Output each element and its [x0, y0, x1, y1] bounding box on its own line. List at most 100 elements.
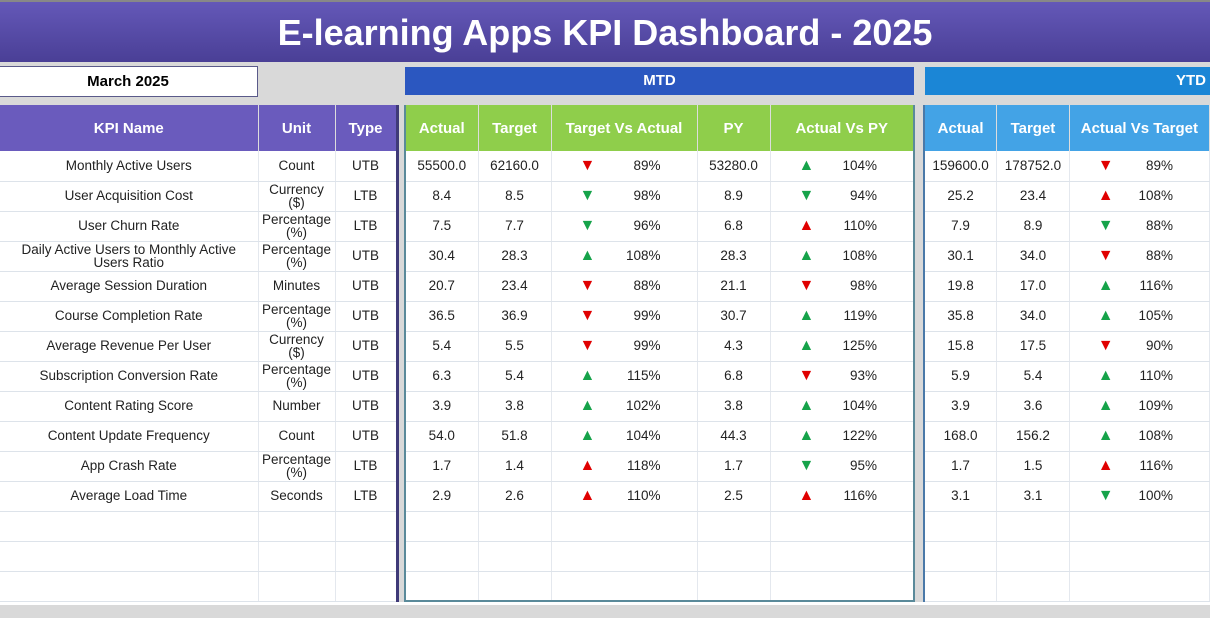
header-mtd-actual: Actual [405, 105, 479, 151]
py: 2.5 [697, 481, 771, 512]
header-actual-vs-target: Actual Vs Target [1069, 105, 1210, 151]
empty-row [924, 541, 1210, 572]
ytd-target: 5.4 [996, 361, 1070, 392]
ytd-actual: 159600.0 [924, 151, 998, 182]
arrow-up-icon: ▲ [798, 156, 815, 174]
table-row: Subscription Conversion Rate Percentage (… [0, 361, 398, 392]
target-vs-actual-percent: 115% [626, 368, 661, 383]
actual-vs-target-percent: 110% [1139, 368, 1173, 383]
arrow-down-icon: ▼ [1097, 487, 1114, 504]
header-kpi-name: KPI Name [0, 105, 259, 151]
actual-vs-py-percent: 108% [842, 248, 877, 263]
target-vs-actual: ▼ 99% [551, 331, 698, 362]
actual-vs-target: ▼ 100% [1069, 481, 1210, 512]
mtd-actual: 20.7 [405, 271, 479, 302]
mtd-actual: 36.5 [405, 301, 479, 332]
empty-cell [1069, 511, 1210, 542]
actual-vs-py: ▲ 104% [770, 151, 915, 182]
py: 6.8 [697, 211, 771, 242]
actual-vs-py-percent: 95% [849, 458, 877, 473]
actual-vs-py: ▲ 104% [770, 391, 915, 422]
mtd-target: 28.3 [478, 241, 552, 272]
ytd-target: 3.1 [996, 481, 1070, 512]
py: 3.8 [697, 391, 771, 422]
actual-vs-target: ▼ 88% [1069, 211, 1210, 242]
unit: Currency ($) [258, 181, 336, 212]
actual-vs-py-wrap: ▲ 110% [773, 218, 912, 234]
unit: Count [258, 421, 336, 452]
kpi-name: Course Completion Rate [0, 301, 259, 332]
actual-vs-py-wrap: ▲ 122% [773, 428, 912, 444]
unit: Seconds [258, 481, 336, 512]
header-type: Type [335, 105, 398, 151]
actual-vs-target-percent: 88% [1145, 218, 1173, 233]
actual-vs-target-percent: 116% [1139, 278, 1173, 293]
actual-vs-py-percent: 104% [842, 398, 877, 413]
table-row: 19.8 17.0 ▲ 116% [924, 271, 1210, 302]
target-vs-actual: ▼ 98% [551, 181, 698, 212]
table-row: 30.1 34.0 ▼ 88% [924, 241, 1210, 272]
actual-vs-py-percent: 125% [842, 338, 877, 353]
month-selector[interactable]: March 2025 [0, 66, 258, 97]
header-unit: Unit [258, 105, 336, 151]
empty-cell [697, 571, 771, 602]
actual-vs-target-wrap: ▼ 88% [1072, 218, 1207, 234]
mtd-target: 1.4 [478, 451, 552, 482]
ytd-actual: 3.9 [924, 391, 998, 422]
type: LTB [335, 181, 398, 212]
empty-cell [996, 541, 1070, 572]
kpi-name: Monthly Active Users [0, 151, 259, 182]
actual-vs-py-wrap: ▲ 119% [773, 308, 912, 324]
table-row: Monthly Active Users Count UTB [0, 151, 398, 182]
target-vs-actual-wrap: ▼ 89% [554, 157, 695, 174]
empty-cell [1069, 571, 1210, 602]
ytd-actual: 15.8 [924, 331, 998, 362]
actual-vs-target-wrap: ▲ 116% [1072, 458, 1207, 474]
arrow-down-icon: ▼ [798, 277, 815, 294]
ytd-target: 34.0 [996, 301, 1070, 332]
empty-cell [697, 511, 771, 542]
unit: Minutes [258, 271, 336, 302]
target-vs-actual-percent: 96% [633, 218, 661, 233]
target-vs-actual-wrap: ▼ 88% [554, 278, 695, 294]
ytd-actual: 5.9 [924, 361, 998, 392]
kpi-name: Content Rating Score [0, 391, 259, 422]
mtd-actual: 54.0 [405, 421, 479, 452]
arrow-up-icon: ▲ [579, 397, 596, 414]
sheet-bottom-edge [0, 602, 1210, 618]
empty-cell [478, 541, 552, 572]
target-vs-actual-wrap: ▲ 110% [554, 488, 695, 504]
py: 6.8 [697, 361, 771, 392]
target-vs-actual: ▲ 108% [551, 241, 698, 272]
table-row: 159600.0 178752.0 ▼ 89% [924, 151, 1210, 182]
arrow-up-icon: ▲ [798, 217, 815, 234]
ytd-target: 8.9 [996, 211, 1070, 242]
mtd-target: 5.5 [478, 331, 552, 362]
actual-vs-target-wrap: ▼ 89% [1072, 157, 1207, 174]
arrow-up-icon: ▲ [1097, 457, 1114, 474]
actual-vs-target-percent: 89% [1145, 157, 1173, 173]
empty-cell [258, 571, 336, 602]
dashboard-title: E-learning Apps KPI Dashboard - 2025 [0, 0, 1210, 62]
actual-vs-py-percent: 98% [849, 278, 877, 293]
mtd-target: 62160.0 [478, 151, 552, 182]
actual-vs-target-percent: 88% [1145, 248, 1173, 263]
type: UTB [335, 361, 398, 392]
header-target-vs-actual: Target Vs Actual [551, 105, 698, 151]
py: 4.3 [697, 331, 771, 362]
type: LTB [335, 451, 398, 482]
arrow-up-icon: ▲ [579, 457, 596, 474]
unit: Percentage (%) [258, 241, 336, 272]
empty-cell [258, 541, 336, 572]
ytd-target: 1.5 [996, 451, 1070, 482]
unit: Percentage (%) [258, 451, 336, 482]
ytd-target: 34.0 [996, 241, 1070, 272]
actual-vs-py: ▲ 116% [770, 481, 915, 512]
mtd-actual: 5.4 [405, 331, 479, 362]
arrow-up-icon: ▲ [798, 397, 815, 414]
ytd-target: 23.4 [996, 181, 1070, 212]
unit: Number [258, 391, 336, 422]
actual-vs-target-wrap: ▲ 108% [1072, 188, 1207, 204]
table-row: Content Update Frequency Count UTB [0, 421, 398, 452]
ytd-target: 17.5 [996, 331, 1070, 362]
